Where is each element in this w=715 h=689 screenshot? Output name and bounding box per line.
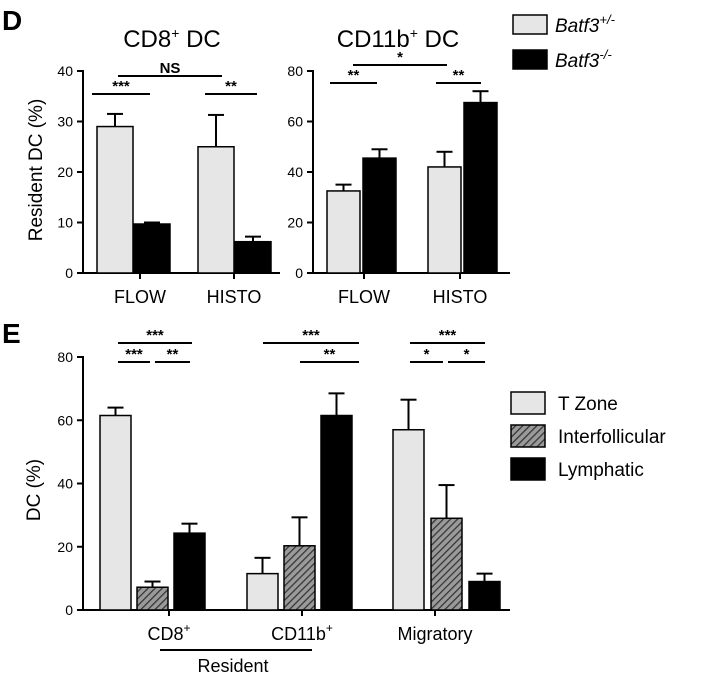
y-tick-label: 80 xyxy=(287,63,303,79)
bar xyxy=(246,572,279,611)
legend-label-sup: -/- xyxy=(599,47,612,62)
significance-label: ** xyxy=(348,67,360,84)
chart-title-cd11b: CD11b+ DC xyxy=(337,25,459,53)
legend-location: T Zone Interfollicular Lymphatic xyxy=(510,391,666,481)
chart-title-suffix: DC xyxy=(418,26,459,53)
legend-label-batf3-ko: Batf3-/- xyxy=(555,47,612,72)
y-tick-label: 60 xyxy=(287,114,303,130)
significance-label: *** xyxy=(125,346,143,363)
bar xyxy=(326,190,361,274)
y-tick-label: 0 xyxy=(65,602,73,618)
chart-cd8-dc: CD8+ DC Resident DC (%) 0 10 20 30 40 FLOW HIS… xyxy=(26,25,280,307)
chart-title-sup: + xyxy=(410,25,418,41)
bar xyxy=(430,517,463,611)
significance-label: * xyxy=(424,346,430,363)
y-tick-label: 80 xyxy=(57,349,73,365)
panel-label-d: D xyxy=(2,5,22,36)
y-tick-label: 30 xyxy=(57,114,73,130)
legend-label-sup: +/- xyxy=(599,12,615,27)
significance-label: *** xyxy=(112,78,130,95)
y-tick-label: 10 xyxy=(57,215,73,231)
legend-label-main: Batf3 xyxy=(555,51,600,72)
significance-label: ** xyxy=(225,78,237,95)
bar xyxy=(197,146,235,274)
x-tick-label: FLOW xyxy=(114,287,166,307)
x-tick-label: CD8+ xyxy=(147,621,190,644)
chart-title-main: CD11b xyxy=(337,26,410,53)
x-tick-label: Migratory xyxy=(397,624,472,644)
bar xyxy=(96,125,134,274)
chart-title-cd8: CD8+ DC xyxy=(123,25,221,53)
bar xyxy=(463,101,498,274)
legend-label-interfollicular: Interfollicular xyxy=(558,427,666,448)
significance-label: NS xyxy=(160,60,181,77)
x-tick-label-sup: + xyxy=(184,621,191,635)
chart-title-suffix: DC xyxy=(179,26,220,53)
x-tick-label-sup: + xyxy=(326,621,333,635)
y-tick-label: 0 xyxy=(65,265,73,281)
legend-label-batf3-het: Batf3+/- xyxy=(555,12,616,37)
legend-swatch-interfollicular xyxy=(510,424,546,448)
y-tick-label: 20 xyxy=(57,539,73,555)
significance-label: ** xyxy=(453,67,465,84)
bar xyxy=(427,166,462,274)
bar xyxy=(468,580,501,611)
y-tick-label: 0 xyxy=(295,265,303,281)
chart-title-main: CD8 xyxy=(123,26,171,53)
legend-label-main: Batf3 xyxy=(555,16,600,37)
legend-label-t-zone: T Zone xyxy=(558,394,618,415)
significance-label: * xyxy=(464,346,470,363)
legend-swatch-lymphatic xyxy=(510,457,546,481)
bar xyxy=(234,240,272,274)
bar xyxy=(320,414,353,611)
panel-label-e: E xyxy=(2,318,21,349)
x-tick-label: FLOW xyxy=(338,287,390,307)
y-tick-label: 20 xyxy=(287,215,303,231)
y-tick-label: 20 xyxy=(57,164,73,180)
bar xyxy=(136,586,169,611)
significance-label: *** xyxy=(439,327,457,344)
y-axis-label-resident: Resident DC (%) xyxy=(26,99,47,242)
y-axis-label-dc: DC (%) xyxy=(24,459,45,521)
chart-title-sup: + xyxy=(171,25,179,41)
y-tick-label: 40 xyxy=(287,164,303,180)
legend-label-lymphatic: Lymphatic xyxy=(558,460,644,481)
y-tick-label: 60 xyxy=(57,412,73,428)
x-tick-label: HISTO xyxy=(207,287,262,307)
significance-label: ** xyxy=(324,346,336,363)
significance-label: *** xyxy=(302,327,320,344)
bar xyxy=(283,545,316,611)
significance-label: *** xyxy=(146,327,164,344)
bar xyxy=(99,414,132,611)
legend-swatch-t-zone xyxy=(510,391,546,415)
bar xyxy=(133,223,171,274)
bar xyxy=(362,157,397,274)
y-tick-label: 40 xyxy=(57,476,73,492)
group-label: Resident xyxy=(197,656,268,676)
bar xyxy=(392,428,425,611)
legend-swatch-batf3-ko xyxy=(512,49,548,70)
bar xyxy=(173,532,206,611)
legend-batf3: Batf3+/- Batf3-/- xyxy=(512,12,616,72)
x-tick-label: CD11b+ xyxy=(271,621,333,644)
significance-label: ** xyxy=(167,346,179,363)
legend-swatch-batf3-het xyxy=(512,14,548,35)
x-tick-label: HISTO xyxy=(433,287,488,307)
y-tick-label: 40 xyxy=(57,63,73,79)
significance-label: * xyxy=(397,49,403,66)
